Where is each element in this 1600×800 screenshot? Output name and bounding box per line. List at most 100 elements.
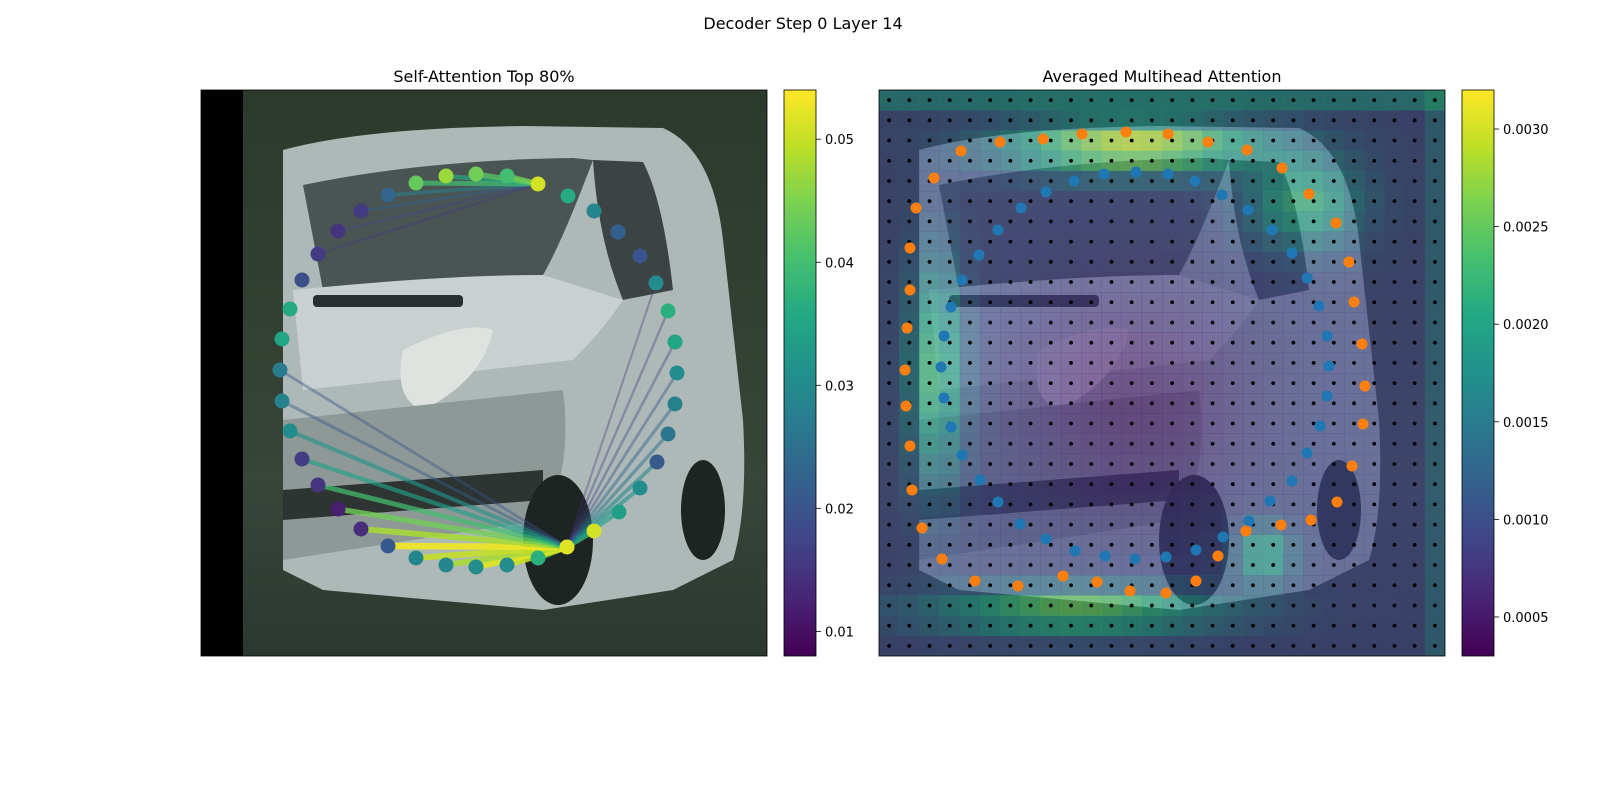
- grid-dot: [907, 421, 912, 426]
- outline-point: [282, 423, 298, 439]
- grid-dot: [1048, 199, 1053, 204]
- grid-dot: [907, 280, 912, 284]
- grid-dot: [1210, 502, 1215, 507]
- grid-dot: [1028, 300, 1033, 305]
- grid-dot: [968, 320, 972, 325]
- grid-dot: [1230, 623, 1235, 628]
- grid-dot: [1170, 643, 1175, 648]
- orange-point: [1202, 136, 1214, 148]
- blue-point: [1264, 495, 1276, 507]
- grid-dot: [1190, 441, 1195, 446]
- left-panel-title: Self-Attention Top 80%: [393, 67, 574, 86]
- grid-dot: [1008, 320, 1013, 325]
- grid-dot: [1069, 98, 1073, 103]
- grid-dot: [988, 421, 993, 426]
- grid-dot: [1210, 542, 1215, 547]
- grid-dot: [1109, 482, 1114, 487]
- grid-dot: [887, 542, 892, 547]
- grid-dot: [1392, 199, 1397, 204]
- grid-dot: [887, 179, 892, 183]
- grid-dot: [1331, 643, 1336, 648]
- grid-dot: [887, 583, 892, 588]
- grid-dot: [907, 643, 912, 648]
- grid-dot: [1149, 482, 1154, 487]
- grid-dot: [927, 219, 932, 224]
- grid-dot: [1170, 381, 1175, 386]
- grid-dot: [1149, 542, 1154, 547]
- grid-dot: [1069, 441, 1073, 446]
- grid-dot: [1149, 219, 1154, 224]
- grid-dot: [1008, 401, 1013, 406]
- outline-point: [468, 166, 484, 182]
- orange-point: [1330, 217, 1342, 229]
- orange-point: [904, 284, 916, 296]
- grid-dot: [1129, 360, 1134, 365]
- attention-line: [565, 309, 670, 549]
- grid-dot: [1291, 502, 1296, 507]
- grid-dot: [1372, 340, 1377, 345]
- grid-dot: [927, 462, 932, 466]
- grid-dot: [1251, 542, 1255, 547]
- grid-dot: [988, 199, 993, 204]
- grid-dot: [1251, 563, 1255, 567]
- grid-dot: [988, 360, 993, 365]
- orange-point: [1275, 519, 1287, 531]
- grid-dot: [1069, 502, 1073, 507]
- colorbar-tick-label: 0.0025: [1503, 221, 1549, 236]
- grid-dot: [947, 542, 952, 547]
- grid-dot: [1230, 199, 1235, 204]
- grid-dot: [1230, 502, 1235, 507]
- grid-dot: [1170, 259, 1175, 264]
- grid-dot: [1069, 522, 1073, 527]
- grid-dot: [1311, 401, 1316, 406]
- grid-dot: [1028, 239, 1033, 244]
- grid-dot: [1432, 340, 1437, 345]
- grid-dot: [1069, 643, 1073, 648]
- grid-dot: [1028, 563, 1033, 567]
- grid-dot: [1069, 340, 1073, 345]
- grid-dot: [907, 502, 912, 507]
- grid-dot: [1170, 603, 1175, 608]
- grid-dot: [907, 98, 912, 103]
- grid-dot: [947, 280, 952, 284]
- grid-dot: [1129, 320, 1134, 325]
- grid-dot: [1432, 643, 1437, 648]
- grid-dot: [947, 522, 952, 527]
- grid-dot: [1291, 401, 1296, 406]
- grid-dot: [887, 502, 892, 507]
- outline-point: [632, 248, 648, 264]
- grid-dot: [1392, 98, 1397, 103]
- blue-point: [938, 392, 950, 404]
- grid-dot: [968, 522, 972, 527]
- blue-point: [1321, 390, 1333, 402]
- grid-dot: [1048, 118, 1053, 123]
- grid-dot: [1048, 360, 1053, 365]
- grid-dot: [1311, 138, 1316, 143]
- grid-dot: [968, 280, 972, 284]
- grid-dot: [1352, 482, 1356, 487]
- grid-dot: [1190, 623, 1195, 628]
- grid-dot: [968, 340, 972, 345]
- grid-dot: [1392, 583, 1397, 588]
- grid-dot: [988, 502, 993, 507]
- grid-dot: [1412, 401, 1417, 406]
- grid-dot: [1271, 259, 1276, 264]
- outline-point: [282, 301, 298, 317]
- grid-dot: [988, 98, 993, 103]
- grid-dot: [1331, 522, 1336, 527]
- orange-point: [928, 172, 940, 184]
- grid-dot: [1008, 421, 1013, 426]
- orange-point: [1346, 460, 1358, 472]
- blue-point: [1068, 175, 1080, 187]
- grid-dot: [1432, 482, 1437, 487]
- grid-dot: [927, 381, 932, 386]
- grid-dot: [1089, 280, 1094, 284]
- grid-dot: [1432, 421, 1437, 426]
- grid-dot: [887, 199, 892, 204]
- grid-dot: [887, 158, 892, 163]
- grid-dot: [1210, 360, 1215, 365]
- grid-dot: [1210, 118, 1215, 123]
- orange-point: [916, 522, 928, 534]
- grid-dot: [1230, 482, 1235, 487]
- grid-dot: [1311, 381, 1316, 386]
